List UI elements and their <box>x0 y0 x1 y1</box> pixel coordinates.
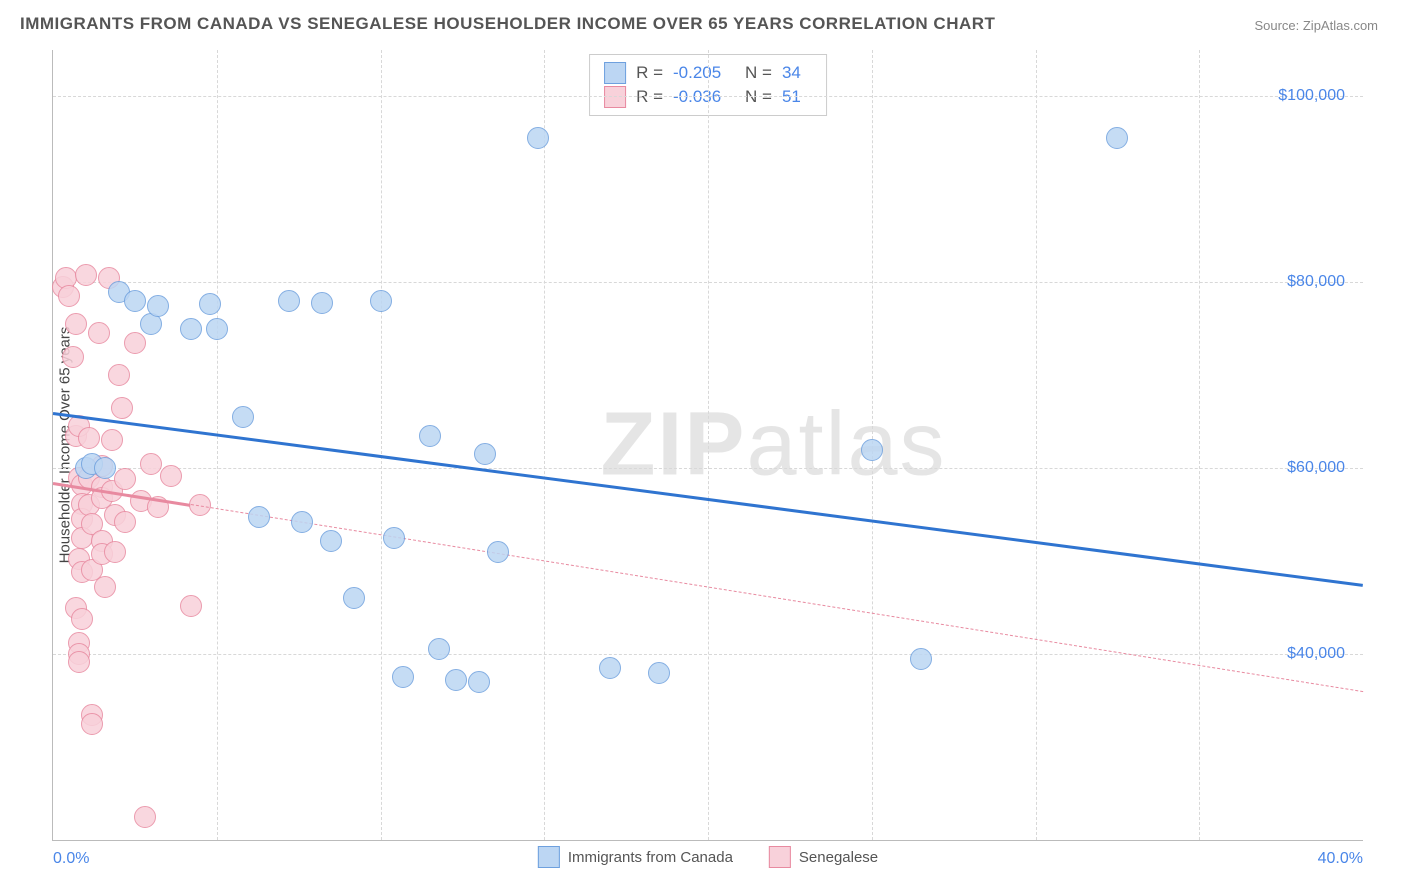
y-tick-label: $60,000 <box>1287 459 1345 477</box>
data-point <box>134 806 156 828</box>
data-point <box>94 576 116 598</box>
data-point <box>114 468 136 490</box>
data-point <box>428 638 450 660</box>
data-point <box>648 662 670 684</box>
legend-swatch <box>604 62 626 84</box>
data-point <box>392 666 414 688</box>
gridline-v <box>217 50 218 840</box>
legend-item: Senegalese <box>769 846 878 868</box>
data-point <box>65 313 87 335</box>
data-point <box>75 264 97 286</box>
data-point <box>124 332 146 354</box>
data-point <box>232 406 254 428</box>
watermark: ZIPatlas <box>600 394 946 497</box>
data-point <box>180 595 202 617</box>
legend-swatch <box>538 846 560 868</box>
data-point <box>111 397 133 419</box>
data-point <box>114 511 136 533</box>
data-point <box>206 318 228 340</box>
legend-R-value: -0.205 <box>673 61 735 85</box>
y-tick-label: $100,000 <box>1278 87 1345 105</box>
data-point <box>343 587 365 609</box>
data-point <box>311 292 333 314</box>
data-point <box>248 506 270 528</box>
data-point <box>487 541 509 563</box>
series-legend: Immigrants from Canada Senegalese <box>538 846 878 868</box>
data-point <box>910 648 932 670</box>
source-label: Source: ZipAtlas.com <box>1254 18 1378 33</box>
gridline-v <box>381 50 382 840</box>
data-point <box>278 290 300 312</box>
legend-swatch <box>769 846 791 868</box>
gridline-v <box>1199 50 1200 840</box>
data-point <box>71 608 93 630</box>
data-point <box>861 439 883 461</box>
gridline-v <box>708 50 709 840</box>
data-point <box>108 364 130 386</box>
watermark-bold: ZIP <box>600 395 746 495</box>
data-point <box>147 295 169 317</box>
data-point <box>474 443 496 465</box>
legend-series-name: Senegalese <box>799 849 878 866</box>
data-point <box>104 541 126 563</box>
data-point <box>599 657 621 679</box>
data-point <box>419 425 441 447</box>
x-tick-label: 40.0% <box>1318 850 1363 868</box>
data-point <box>1106 127 1128 149</box>
data-point <box>527 127 549 149</box>
data-point <box>88 322 110 344</box>
legend-item: Immigrants from Canada <box>538 846 733 868</box>
data-point <box>383 527 405 549</box>
data-point <box>370 290 392 312</box>
data-point <box>180 318 202 340</box>
data-point <box>58 285 80 307</box>
data-point <box>468 671 490 693</box>
gridline-v <box>1036 50 1037 840</box>
data-point <box>124 290 146 312</box>
watermark-light: atlas <box>746 395 946 495</box>
legend-series-name: Immigrants from Canada <box>568 849 733 866</box>
y-tick-label: $80,000 <box>1287 273 1345 291</box>
trend-line <box>190 504 1363 692</box>
data-point <box>78 427 100 449</box>
data-point <box>320 530 342 552</box>
data-point <box>62 346 84 368</box>
data-point <box>81 713 103 735</box>
y-tick-label: $40,000 <box>1287 645 1345 663</box>
data-point <box>140 453 162 475</box>
data-point <box>160 465 182 487</box>
gridline-v <box>544 50 545 840</box>
data-point <box>94 457 116 479</box>
legend-N-label: N = <box>745 61 772 85</box>
data-point <box>68 651 90 673</box>
x-tick-label: 0.0% <box>53 850 89 868</box>
legend-R-label: R = <box>636 61 663 85</box>
legend-N-value: 34 <box>782 61 812 85</box>
data-point <box>101 429 123 451</box>
plot-area: Householder Income Over 65 years ZIPatla… <box>52 50 1363 841</box>
data-point <box>199 293 221 315</box>
chart-title: IMMIGRANTS FROM CANADA VS SENEGALESE HOU… <box>20 14 995 34</box>
data-point <box>445 669 467 691</box>
data-point <box>291 511 313 533</box>
